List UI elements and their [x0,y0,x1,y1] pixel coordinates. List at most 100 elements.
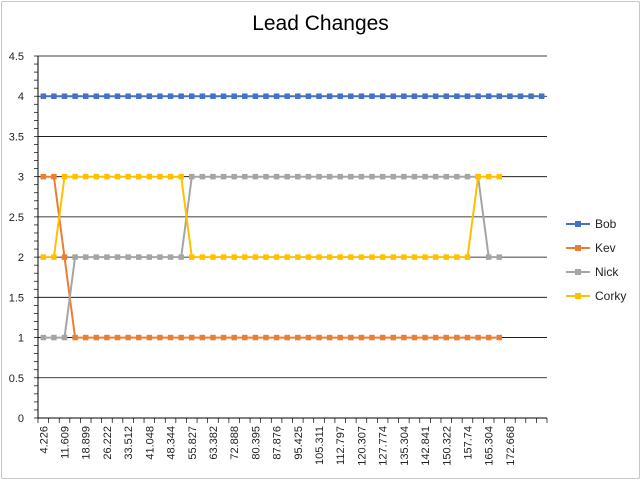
data-point [496,334,503,341]
data-point [252,93,259,99]
data-point [454,334,460,341]
data-point [199,173,206,180]
x-tick-label: 41.048 [144,426,156,460]
data-point [104,334,110,341]
y-tick-label: 2.5 [9,212,24,224]
data-point [231,93,237,99]
x-tick-label: 80.395 [250,426,262,460]
data-point [167,334,174,341]
legend: Bob Kev Nick Corky [566,217,626,303]
data-point [305,334,312,341]
data-point [242,334,248,341]
legend-swatch-marker [575,221,581,227]
data-point [263,173,269,180]
data-point [401,93,407,99]
x-tick-label: 87.876 [272,426,284,460]
y-tick-label: 3.5 [9,131,24,143]
data-point [411,334,418,341]
data-point [210,93,216,99]
data-point [189,173,195,180]
data-point [178,334,184,341]
data-point [401,254,407,260]
data-point [432,93,439,99]
legend-label: Corky [595,289,626,303]
data-point [305,93,312,99]
data-point [485,173,492,180]
data-point [125,93,131,99]
data-point [538,93,545,99]
data-point [432,254,439,260]
data-point [146,254,153,260]
data-point [199,334,206,341]
x-tick-label: 11.609 [60,426,72,459]
y-tick-label: 1 [18,333,24,345]
legend-item-bob: Bob [566,217,617,231]
axes [34,55,548,423]
data-point [358,254,365,260]
data-point [231,334,237,341]
x-tick-label: 4.226 [38,426,50,454]
data-point [72,254,78,260]
series-nick [40,173,503,341]
data-point [242,173,248,180]
data-point [337,334,343,341]
gridlines [38,55,547,379]
data-point [51,93,57,99]
data-point [82,334,89,341]
data-point [199,93,206,99]
data-point [443,334,450,341]
data-point [401,173,407,180]
data-point [252,334,259,341]
data-point [464,173,471,180]
data-point [496,254,503,260]
data-point [401,334,407,341]
data-point [369,334,375,341]
legend-item-kev: Kev [566,241,616,255]
data-point [475,334,481,341]
data-point [93,254,100,260]
data-point [178,254,184,260]
data-point [348,334,354,341]
data-point [157,334,163,341]
data-point [369,93,375,99]
x-tick-label: 55.827 [187,426,199,460]
data-point [464,334,471,341]
data-point [369,173,375,180]
data-point [210,334,216,341]
legend-item-corky: Corky [566,289,626,303]
data-point [82,173,89,180]
data-point [189,334,195,341]
data-point [135,173,142,180]
data-point [242,93,248,99]
data-point [358,173,365,180]
data-point [390,334,396,341]
data-point [82,93,89,99]
data-point [146,93,153,99]
data-point [284,93,290,99]
data-point [326,93,333,99]
data-point [295,93,301,99]
series-kev [40,173,503,341]
data-point [40,173,47,180]
series-bob [40,93,545,99]
x-tick-label: 135.304 [399,426,411,466]
data-point [189,254,195,260]
data-point [231,254,237,260]
data-point [379,173,386,180]
data-point [263,93,269,99]
data-point [411,254,418,260]
data-point [125,334,131,341]
data-point [167,93,174,99]
data-point [114,93,121,99]
data-point [485,334,492,341]
data-point [61,173,68,180]
y-tick-label: 1.5 [9,292,24,304]
data-point [305,173,312,180]
data-point [220,254,227,260]
data-point [199,254,206,260]
data-point [135,254,142,260]
data-point [93,93,100,99]
data-point [464,93,471,99]
data-point [242,254,248,260]
